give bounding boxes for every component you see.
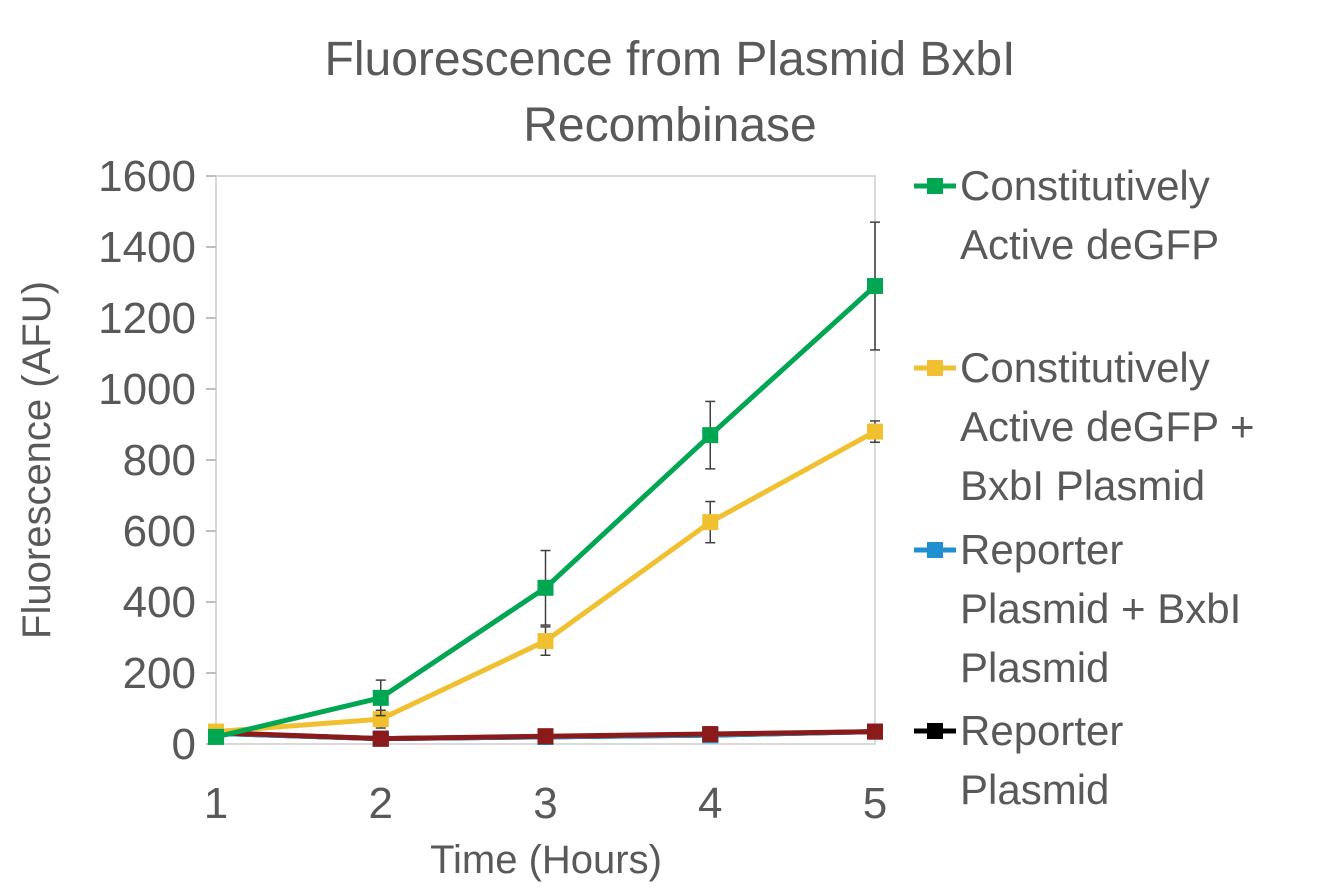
legend-label: BxbI Plasmid [960, 462, 1205, 509]
data-point [537, 728, 554, 745]
legend-entry-2: Reporter Plasmid + BxbI Plasmid [914, 526, 1241, 691]
data-point [867, 723, 883, 740]
legend-label: Plasmid [960, 766, 1109, 813]
x-axis-ticks: 1 2 3 4 5 [204, 779, 887, 828]
data-point [702, 427, 719, 444]
legend-label: Reporter [960, 526, 1123, 573]
y-tick-label: 1600 [98, 152, 196, 201]
y-tick-label: 1000 [98, 365, 196, 414]
y-tick-label: 0 [172, 720, 196, 769]
chart-title-line-1: Fluorescence from Plasmid BxbI [325, 33, 1016, 86]
legend-swatch-marker [927, 360, 943, 376]
data-point [867, 423, 883, 440]
y-tick-label: 400 [123, 578, 196, 627]
y-tick-label: 800 [123, 436, 196, 485]
x-tick-label: 3 [533, 779, 557, 828]
series-0 [208, 221, 883, 745]
legend-label: Active deGFP [960, 221, 1219, 268]
legend-label: Constitutively [960, 344, 1210, 391]
x-tick-label: 1 [204, 779, 228, 828]
legend-label: Constitutively [960, 162, 1210, 209]
legend-swatch-marker [927, 542, 943, 558]
data-point [208, 728, 224, 745]
data-point [867, 278, 883, 295]
legend-label: Plasmid + BxbI [960, 585, 1241, 632]
y-tick-label: 600 [123, 507, 196, 556]
x-tick-label: 2 [369, 779, 393, 828]
legend-label: Plasmid [960, 644, 1109, 691]
data-point [702, 726, 719, 743]
legend-entry-3: Reporter Plasmid [914, 707, 1123, 813]
legend-swatch-marker [927, 178, 943, 194]
data-point [372, 689, 389, 706]
data-point [537, 633, 554, 650]
legend-label: Active deGFP + [960, 403, 1255, 450]
legend-swatch-marker [927, 723, 943, 739]
x-tick-label: 4 [698, 779, 722, 828]
y-tick-label: 1400 [98, 223, 196, 272]
legend-label: Reporter [960, 707, 1123, 754]
legend-entry-0: Constitutively Active deGFP [914, 162, 1219, 268]
data-point [537, 579, 554, 596]
chart-title: Fluorescence from Plasmid BxbI Recombina… [325, 33, 1016, 152]
data-point [372, 730, 389, 747]
x-axis-title: Time (Hours) [430, 838, 662, 882]
series-line [215, 284, 877, 740]
data-point [702, 514, 719, 531]
chart-title-line-2: Recombinase [523, 99, 816, 152]
plot-area-frame [215, 175, 876, 745]
series-layer [208, 221, 883, 747]
legend-entry-1: Constitutively Active deGFP + BxbI Plasmid [914, 344, 1255, 509]
y-axis-title: Fluorescence (AFU) [15, 281, 59, 639]
x-tick-label: 5 [863, 779, 887, 828]
y-tick-label: 1200 [98, 294, 196, 343]
y-tick-label: 200 [123, 649, 196, 698]
y-axis-ticks: 0 200 400 600 800 1000 1200 1400 1600 [98, 152, 216, 769]
